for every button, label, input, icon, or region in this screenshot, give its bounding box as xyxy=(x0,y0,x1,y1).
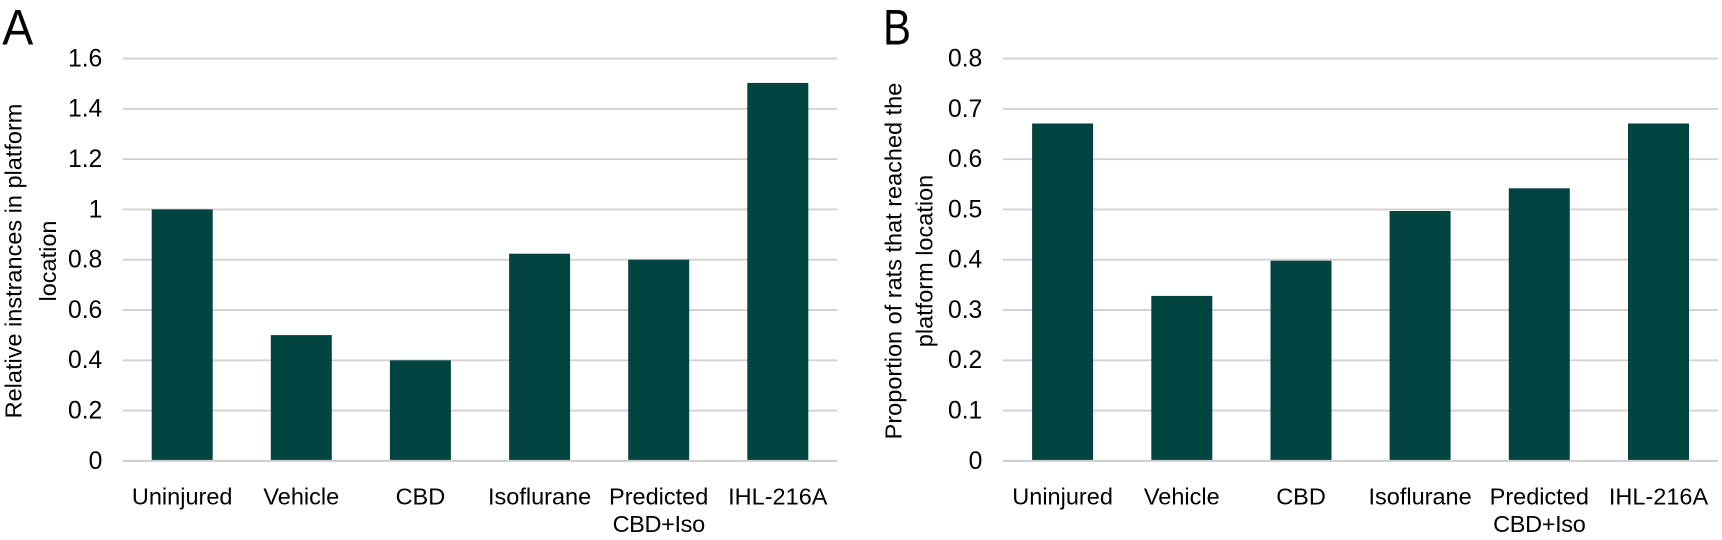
svg-text:Proportion of rats that reache: Proportion of rats that reached the xyxy=(881,83,907,440)
svg-text:1.4: 1.4 xyxy=(68,96,102,123)
svg-text:Relative instrances in platfor: Relative instrances in platform xyxy=(1,104,27,419)
svg-text:0.6: 0.6 xyxy=(948,146,982,173)
svg-text:Uninjured: Uninjured xyxy=(1012,483,1113,509)
svg-text:1.6: 1.6 xyxy=(68,45,102,72)
svg-text:0.1: 0.1 xyxy=(948,398,982,425)
svg-text:Uninjured: Uninjured xyxy=(132,483,233,509)
svg-text:0.2: 0.2 xyxy=(68,398,102,425)
svg-text:IHL-216A: IHL-216A xyxy=(728,483,828,509)
svg-text:0.6: 0.6 xyxy=(68,297,102,324)
svg-text:0.4: 0.4 xyxy=(948,247,982,274)
svg-text:1.2: 1.2 xyxy=(68,146,102,173)
svg-text:0.5: 0.5 xyxy=(948,196,982,223)
svg-text:Predicted: Predicted xyxy=(609,483,708,509)
svg-text:0.4: 0.4 xyxy=(68,347,102,374)
svg-text:0.7: 0.7 xyxy=(948,96,982,123)
svg-text:0.8: 0.8 xyxy=(948,46,982,73)
svg-text:1: 1 xyxy=(89,196,103,223)
svg-text:IHL-216A: IHL-216A xyxy=(1609,483,1709,509)
svg-text:Vehicle: Vehicle xyxy=(1144,483,1220,509)
svg-text:Vehicle: Vehicle xyxy=(263,483,339,509)
svg-text:CBD: CBD xyxy=(1276,483,1326,509)
svg-text:CBD+Iso: CBD+Iso xyxy=(613,511,706,537)
svg-text:A: A xyxy=(2,0,34,55)
svg-text:0: 0 xyxy=(969,448,983,475)
svg-text:Isoflurane: Isoflurane xyxy=(1368,483,1471,509)
svg-text:CBD: CBD xyxy=(396,483,446,509)
svg-text:platform location: platform location xyxy=(911,175,937,347)
svg-text:CBD+Iso: CBD+Iso xyxy=(1493,511,1586,537)
svg-text:B: B xyxy=(883,0,911,55)
svg-text:0.8: 0.8 xyxy=(68,247,102,274)
svg-text:0.3: 0.3 xyxy=(948,297,982,324)
svg-text:Isoflurane: Isoflurane xyxy=(488,483,591,509)
svg-text:0.2: 0.2 xyxy=(948,347,982,374)
svg-text:0: 0 xyxy=(89,448,103,475)
svg-text:location: location xyxy=(35,221,61,302)
svg-text:Predicted: Predicted xyxy=(1490,483,1589,509)
